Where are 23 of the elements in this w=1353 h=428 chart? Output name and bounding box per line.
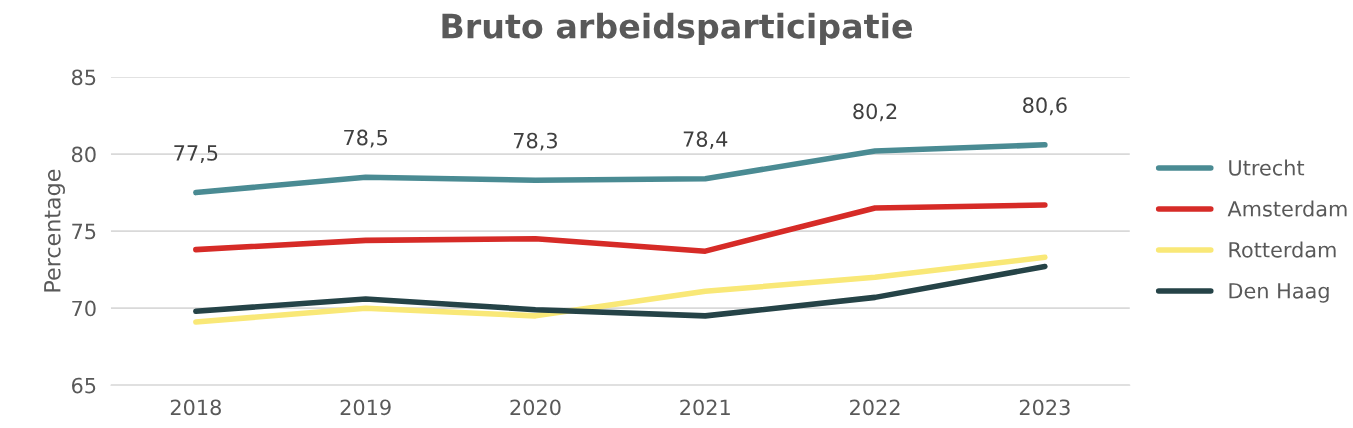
legend-label: Utrecht xyxy=(1229,159,1305,176)
legend-label: Amsterdam xyxy=(1227,200,1347,217)
data-label: 78,4 xyxy=(683,131,728,150)
y-axis-title: Percentage xyxy=(44,169,65,292)
x-tick-label: 2020 xyxy=(510,399,561,416)
chart-title: Bruto arbeidsparticipatie xyxy=(442,12,912,46)
x-tick-label: 2018 xyxy=(170,399,221,416)
legend-label: Rotterdam xyxy=(1229,241,1336,258)
legend-label: Den Haag xyxy=(1229,283,1329,303)
x-tick-label: 2022 xyxy=(850,399,900,416)
data-label: 78,3 xyxy=(513,132,557,151)
x-tick-label: 2023 xyxy=(1019,399,1070,416)
y-tick-label: 75 xyxy=(72,223,96,240)
data-label: 80,2 xyxy=(853,103,897,122)
x-tick-label: 2019 xyxy=(340,399,391,416)
y-tick-label: 80 xyxy=(71,146,96,163)
x-tick-label: 2021 xyxy=(680,399,730,416)
data-label: 80,6 xyxy=(1023,97,1067,116)
data-label: 77,5 xyxy=(174,145,218,163)
y-tick-label: 65 xyxy=(72,377,96,394)
y-tick-label: 70 xyxy=(72,300,96,317)
data-label: 78,5 xyxy=(344,129,388,148)
y-tick-label: 85 xyxy=(71,69,96,86)
